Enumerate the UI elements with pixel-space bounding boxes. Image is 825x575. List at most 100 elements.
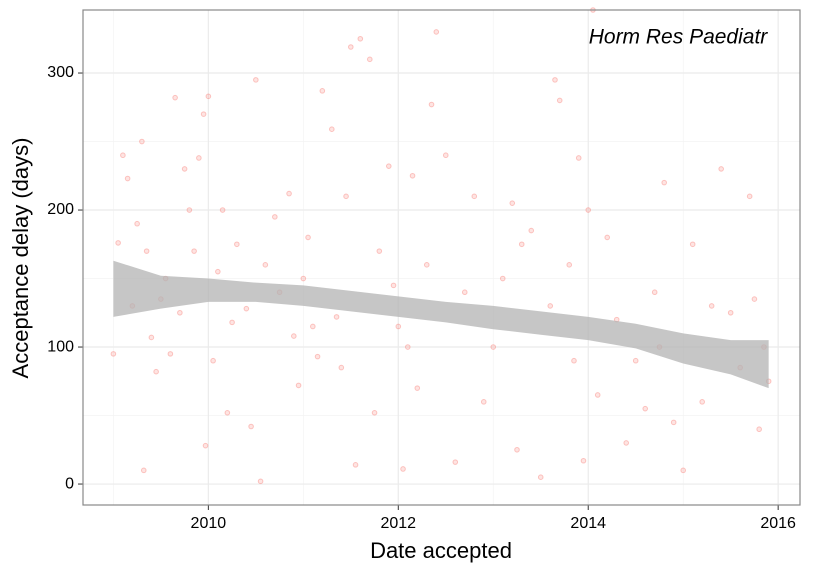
point — [385, 163, 392, 169]
point — [585, 207, 592, 213]
point — [243, 305, 250, 312]
point — [746, 193, 753, 200]
point — [552, 77, 558, 83]
y-tick-label: 300 — [47, 64, 74, 81]
panel-border — [82, 9, 801, 506]
point — [314, 353, 321, 360]
point — [343, 193, 349, 200]
x-tick-label: 2010 — [191, 515, 227, 532]
point — [651, 289, 658, 296]
point — [751, 296, 758, 302]
point — [153, 368, 159, 375]
point — [191, 248, 197, 254]
point — [253, 77, 259, 83]
y-axis-label: Acceptance delay (days) — [8, 138, 33, 379]
confidence-band — [113, 260, 769, 389]
point — [727, 309, 734, 316]
y-tick-label: 200 — [47, 201, 74, 218]
point — [348, 44, 354, 50]
point — [490, 344, 497, 350]
point — [215, 268, 221, 275]
point — [642, 405, 649, 412]
point — [689, 241, 696, 248]
point — [514, 446, 520, 453]
point — [699, 399, 705, 405]
point — [718, 166, 724, 172]
point — [604, 234, 611, 241]
point — [262, 262, 269, 268]
point — [319, 88, 326, 94]
x-axis-label: Date accepted — [370, 538, 512, 563]
point — [442, 152, 449, 159]
point — [134, 220, 140, 227]
point — [390, 282, 397, 289]
x-tick-label: 2012 — [380, 515, 416, 532]
point — [461, 289, 468, 296]
point — [310, 323, 316, 330]
point — [566, 262, 573, 268]
point — [115, 240, 121, 246]
point — [205, 93, 212, 100]
point — [110, 351, 117, 357]
y-tick-label: 0 — [65, 475, 74, 492]
point — [404, 344, 411, 350]
point — [148, 334, 155, 341]
point — [480, 399, 487, 405]
point — [367, 56, 373, 63]
point — [575, 155, 582, 161]
point — [140, 467, 147, 474]
point — [357, 35, 364, 42]
x-tick-label: 2016 — [760, 515, 796, 532]
point — [395, 323, 402, 330]
point — [352, 462, 359, 468]
point — [670, 419, 677, 426]
y-tick-label: 100 — [47, 338, 74, 355]
point — [537, 474, 544, 480]
point — [433, 29, 440, 35]
point — [224, 409, 231, 416]
point — [409, 172, 416, 179]
point — [196, 155, 202, 161]
point — [594, 392, 601, 398]
point — [414, 385, 421, 391]
point — [181, 166, 188, 172]
point — [680, 467, 686, 474]
point — [547, 303, 554, 309]
point — [528, 227, 535, 234]
point — [371, 409, 378, 416]
annotation: Horm Res Paediatr — [589, 26, 769, 49]
point — [186, 207, 193, 213]
point — [248, 423, 254, 430]
point — [571, 357, 577, 364]
point — [210, 357, 216, 364]
point — [509, 200, 516, 206]
point — [518, 241, 525, 248]
point — [300, 275, 307, 282]
point — [305, 234, 311, 241]
point — [139, 138, 145, 145]
point — [172, 94, 178, 101]
point — [499, 275, 506, 282]
point — [623, 440, 630, 446]
point — [471, 193, 478, 200]
point — [257, 478, 264, 485]
point — [124, 175, 131, 182]
point — [556, 97, 563, 104]
point — [291, 333, 297, 339]
point — [295, 382, 302, 389]
point — [376, 248, 383, 254]
point — [661, 179, 667, 186]
point — [202, 442, 209, 449]
point — [329, 126, 335, 132]
point — [338, 364, 345, 371]
x-tick-label: 2014 — [570, 515, 606, 532]
point — [229, 319, 235, 326]
point — [234, 241, 240, 248]
point — [756, 426, 762, 433]
point — [452, 459, 459, 465]
point — [177, 309, 183, 316]
point — [428, 101, 435, 108]
point — [333, 314, 340, 320]
point — [632, 357, 639, 364]
